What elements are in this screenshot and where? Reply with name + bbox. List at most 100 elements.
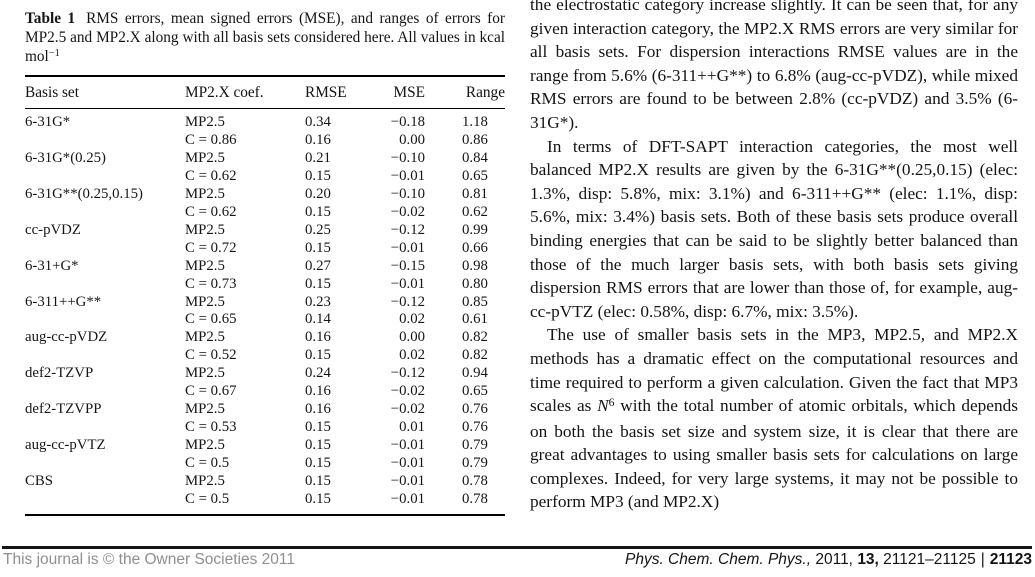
text-part: with the total number of atomic orbitals… <box>530 396 1018 512</box>
mse-cell: −0.12 <box>390 221 425 238</box>
rmse-cell: 0.14 <box>305 311 331 328</box>
rmse-cell: 0.23 <box>305 293 331 310</box>
range-cell: 0.86 <box>462 131 488 148</box>
range-cell: 0.82 <box>462 347 488 364</box>
rmse-cell: 0.15 <box>305 203 331 220</box>
footer-copyright: This journal is © the Owner Societies 20… <box>3 551 295 568</box>
rmse-cell: 0.27 <box>305 257 331 274</box>
coef-cell: C = 0.86 <box>185 131 237 148</box>
mse-cell: −0.02 <box>390 383 425 400</box>
rmse-cell: 0.21 <box>305 149 331 166</box>
table-row: aug-cc-pVTZ MP2.5 0.15 −0.01 0.79 <box>25 437 505 455</box>
citation-pages: 21121–21125 <box>878 551 976 568</box>
coef-cell: MP2.5 <box>185 365 225 382</box>
table-header-row: Basis set MP2.X coef. RMSE MSE Range <box>25 76 505 109</box>
footer-rule <box>2 546 1032 549</box>
journal-name: Phys. Chem. Chem. Phys., <box>624 551 812 568</box>
basis-set-cell <box>25 168 185 186</box>
mse-cell: −0.01 <box>390 239 425 256</box>
range-cell: 0.79 <box>462 437 488 454</box>
caption-text: RMS errors, mean signed errors (MSE), an… <box>25 10 506 65</box>
citation-separator: | <box>980 551 985 568</box>
table-header: Basis set MP2.X coef. RMSE MSE Range <box>25 76 505 109</box>
basis-set-cell: 6-311++G** <box>25 293 102 310</box>
table-row: CBS MP2.5 0.15 −0.01 0.78 <box>25 473 505 491</box>
table-caption: Table 1 RMS errors, mean signed errors (M… <box>25 9 505 68</box>
coef-cell: C = 0.72 <box>185 239 237 256</box>
range-cell: 1.18 <box>462 114 488 130</box>
rmse-cell: 0.15 <box>305 419 331 436</box>
math-variable: N <box>597 396 609 416</box>
table-label: Table 1 <box>25 10 76 27</box>
basis-set-cell: cc-pVDZ <box>25 221 81 238</box>
range-cell: 0.85 <box>462 293 488 310</box>
rmse-cell: 0.15 <box>305 167 331 184</box>
table-row: C = 0.52 0.15 0.02 0.82 <box>25 347 505 365</box>
table-row: C = 0.72 0.15 −0.01 0.66 <box>25 240 505 258</box>
coef-cell: C = 0.52 <box>185 347 237 364</box>
rmse-cell: 0.24 <box>305 365 331 382</box>
rmse-cell: 0.15 <box>305 437 331 454</box>
basis-set-cell <box>25 419 185 437</box>
table-row: cc-pVDZ MP2.5 0.25 −0.12 0.99 <box>25 222 505 240</box>
mse-cell: −0.12 <box>390 365 425 382</box>
caption-superscript: −1 <box>48 48 60 60</box>
table-row: C = 0.62 0.15 −0.01 0.65 <box>25 168 505 186</box>
coef-cell: MP2.5 <box>185 185 225 202</box>
mse-cell: −0.02 <box>390 401 425 418</box>
table-row: 6-31G**(0.25,0.15) MP2.5 0.20 −0.10 0.81 <box>25 186 505 204</box>
rmse-cell: 0.20 <box>305 185 331 202</box>
coef-cell: C = 0.53 <box>185 419 237 436</box>
rmse-cell: 0.16 <box>305 383 331 400</box>
mse-cell: −0.01 <box>390 491 425 508</box>
range-cell: 0.76 <box>462 419 488 436</box>
text-part: In terms of DFT-SAPT interaction categor… <box>530 136 1018 321</box>
basis-set-cell <box>25 132 185 150</box>
table-row: 6-31G*(0.25) MP2.5 0.21 −0.10 0.84 <box>25 150 505 168</box>
table-row: def2-TZVP MP2.5 0.24 −0.12 0.94 <box>25 365 505 383</box>
basis-set-cell: 6-31G* <box>25 114 71 130</box>
rmse-cell: 0.15 <box>305 239 331 256</box>
table-row: C = 0.65 0.14 0.02 0.61 <box>25 311 505 329</box>
table-row: C = 0.67 0.16 −0.02 0.65 <box>25 383 505 401</box>
range-cell: 0.79 <box>462 455 488 472</box>
coef-cell: C = 0.73 <box>185 275 237 292</box>
table-body: 6-31G* MP2.5 0.34 −0.18 1.18 C = 0.86 0.16 0.00… <box>25 109 505 515</box>
basis-set-cell: aug-cc-pVTZ <box>25 437 106 454</box>
range-cell: 0.62 <box>462 203 488 220</box>
rmse-cell: 0.34 <box>305 114 331 130</box>
basis-set-cell: def2-TZVPP <box>25 401 102 418</box>
coef-cell: MP2.5 <box>185 293 225 310</box>
basis-set-cell <box>25 204 185 222</box>
range-cell: 0.82 <box>462 329 488 346</box>
citation-volume: 13, <box>857 551 879 568</box>
range-cell: 0.61 <box>462 311 488 328</box>
mse-cell: −0.15 <box>390 257 425 274</box>
column-header: MSE <box>393 84 425 101</box>
results-table: Basis set MP2.X coef. RMSE MSE Range 6-31G* M… <box>25 75 505 516</box>
table-region: Table 1 RMS errors, mean signed errors (M… <box>25 9 505 516</box>
coef-cell: MP2.5 <box>185 473 225 490</box>
mse-cell: −0.12 <box>390 293 425 310</box>
range-cell: 0.65 <box>462 383 488 400</box>
coef-cell: C = 0.62 <box>185 167 237 184</box>
mse-cell: 0.00 <box>399 329 425 346</box>
range-cell: 0.98 <box>462 257 488 274</box>
mse-cell: −0.18 <box>390 114 425 130</box>
column-header: Range <box>465 84 505 101</box>
coef-cell: MP2.5 <box>185 149 225 166</box>
table-row: def2-TZVPP MP2.5 0.16 −0.02 0.76 <box>25 401 505 419</box>
mse-cell: −0.01 <box>390 473 425 490</box>
table-row: C = 0.53 0.15 0.01 0.76 <box>25 419 505 437</box>
rmse-cell: 0.15 <box>305 347 331 364</box>
paragraph: In terms of DFT-SAPT interaction categor… <box>530 135 1018 324</box>
mse-cell: 0.01 <box>399 419 425 436</box>
coef-cell: MP2.5 <box>185 401 225 418</box>
range-cell: 0.99 <box>462 221 488 238</box>
column-header: MP2.X coef. <box>185 84 264 101</box>
rmse-cell: 0.15 <box>305 455 331 472</box>
basis-set-cell <box>25 383 185 401</box>
column-header: Basis set <box>25 84 79 101</box>
basis-set-cell: def2-TZVP <box>25 365 94 382</box>
rmse-cell: 0.15 <box>305 275 331 292</box>
